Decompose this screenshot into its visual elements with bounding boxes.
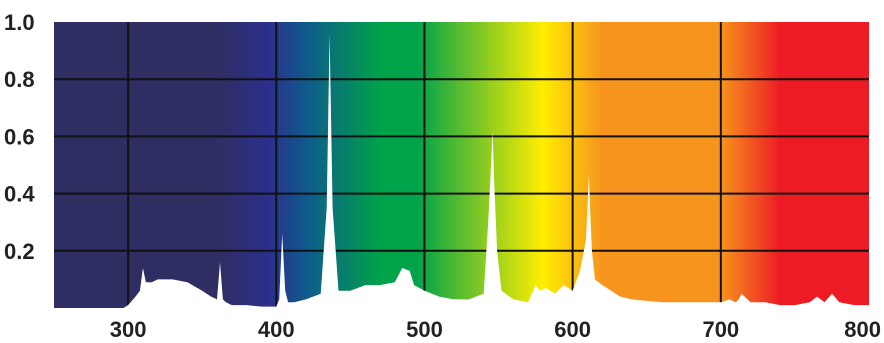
x-tick-label: 300 [110, 317, 147, 342]
x-tick-label: 800 [844, 317, 881, 342]
y-tick-label: 0.8 [4, 67, 35, 92]
x-tick-label: 700 [702, 317, 739, 342]
y-tick-label: 0.4 [4, 182, 35, 207]
y-tick-label: 0.6 [4, 124, 35, 149]
x-tick-label: 600 [554, 317, 591, 342]
y-tick-label: 1.0 [4, 10, 35, 35]
grid-lines [54, 22, 869, 308]
x-tick-label: 400 [258, 317, 295, 342]
y-tick-label: 0.2 [4, 239, 35, 264]
y-axis-ticks: 1.0 0.8 0.6 0.4 0.2 [4, 10, 35, 264]
spectral-power-area [123, 33, 870, 309]
x-axis-ticks: 300 400 500 600 700 800 [110, 317, 881, 342]
x-tick-label: 500 [406, 317, 443, 342]
plot-background [54, 22, 869, 308]
